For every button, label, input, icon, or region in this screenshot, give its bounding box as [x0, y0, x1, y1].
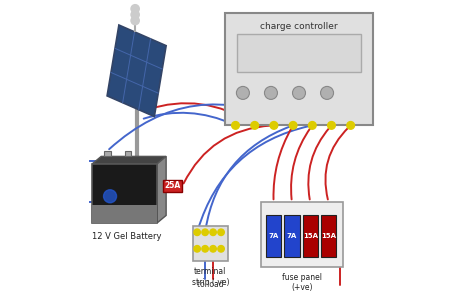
- Bar: [237, 34, 361, 72]
- Circle shape: [237, 86, 249, 99]
- Bar: [125, 151, 131, 156]
- Text: 7A: 7A: [287, 233, 297, 239]
- FancyBboxPatch shape: [261, 202, 343, 267]
- Circle shape: [202, 245, 209, 252]
- Text: 12 V Gel Battery: 12 V Gel Battery: [92, 232, 162, 241]
- Circle shape: [320, 86, 334, 99]
- Text: charge controller: charge controller: [260, 22, 338, 31]
- Circle shape: [264, 86, 277, 99]
- Circle shape: [328, 122, 335, 129]
- Circle shape: [289, 122, 297, 129]
- Circle shape: [131, 16, 139, 25]
- Circle shape: [309, 122, 316, 129]
- Text: to load: to load: [197, 280, 224, 289]
- Circle shape: [218, 229, 224, 236]
- Circle shape: [347, 122, 355, 129]
- Text: terminal
strip (-ve): terminal strip (-ve): [191, 267, 229, 286]
- Circle shape: [131, 10, 139, 19]
- Bar: [321, 216, 336, 257]
- Circle shape: [292, 86, 306, 99]
- Circle shape: [251, 122, 258, 129]
- Text: 25A: 25A: [164, 181, 181, 190]
- Bar: [266, 216, 281, 257]
- Bar: [92, 205, 157, 223]
- FancyBboxPatch shape: [193, 226, 228, 261]
- Bar: [284, 216, 300, 257]
- Text: 15A: 15A: [303, 233, 318, 239]
- Circle shape: [194, 245, 201, 252]
- FancyBboxPatch shape: [225, 13, 373, 125]
- Circle shape: [202, 229, 209, 236]
- Circle shape: [103, 190, 117, 203]
- Text: fuse panel
(+ve): fuse panel (+ve): [282, 273, 322, 292]
- Circle shape: [218, 245, 224, 252]
- Polygon shape: [157, 156, 166, 223]
- Bar: [302, 216, 318, 257]
- Text: 7A: 7A: [268, 233, 279, 239]
- Bar: [104, 151, 110, 156]
- Bar: [92, 164, 157, 223]
- Polygon shape: [107, 25, 166, 117]
- Circle shape: [232, 122, 239, 129]
- Circle shape: [210, 229, 216, 236]
- Text: Solar Panel: Solar Panel: [95, 205, 146, 214]
- Polygon shape: [92, 156, 166, 164]
- Circle shape: [194, 229, 201, 236]
- Circle shape: [131, 5, 139, 13]
- Bar: [163, 180, 182, 192]
- Circle shape: [270, 122, 278, 129]
- Circle shape: [210, 245, 216, 252]
- Text: 15A: 15A: [321, 233, 336, 239]
